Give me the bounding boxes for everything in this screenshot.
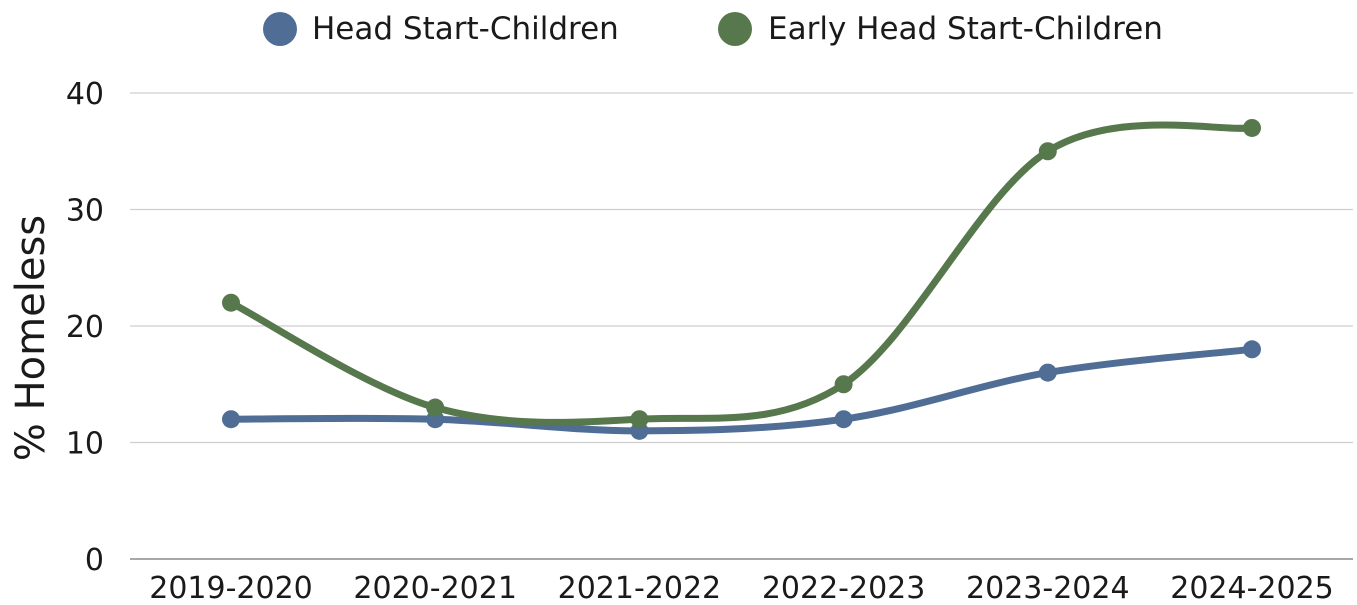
- gridlines: [130, 92, 1353, 560]
- legend-label: Head Start-Children: [312, 11, 619, 47]
- data-point: [1038, 142, 1057, 161]
- x-axis: 2019-2020 2020-2021 2021-2022 2022-2023 2023…: [149, 571, 1334, 605]
- data-point: [834, 375, 853, 394]
- data-point: [222, 293, 240, 312]
- y-tick-label: 30: [66, 194, 104, 229]
- data-point: [1243, 340, 1261, 359]
- y-axis-title: % Homeless: [8, 215, 54, 461]
- series-early-head-start-children: [222, 118, 1261, 429]
- legend: Head Start-Children Early Head Start-Chil…: [263, 11, 1163, 47]
- data-point: [630, 410, 649, 429]
- x-tick-label: 2022-2023: [762, 571, 926, 605]
- y-axis: % Homeless 0 10 20 30 40: [8, 77, 104, 578]
- data-point: [222, 410, 240, 429]
- y-tick-label: 0: [85, 543, 104, 578]
- series-lines: [222, 118, 1261, 440]
- x-tick-label: 2023-2024: [966, 571, 1130, 605]
- y-tick-label: 40: [66, 77, 104, 112]
- y-tick-label: 20: [66, 310, 104, 345]
- legend-marker: [263, 12, 297, 46]
- data-point: [426, 398, 445, 417]
- legend-marker: [718, 12, 752, 46]
- series-line: [227, 345, 1256, 435]
- y-tick-label: 10: [66, 427, 104, 462]
- x-tick-label: 2021-2022: [558, 571, 722, 605]
- series-head-start-children: [222, 340, 1261, 440]
- data-point: [834, 410, 853, 429]
- x-tick-label: 2020-2021: [353, 571, 517, 605]
- x-tick-label: 2019-2020: [149, 571, 313, 605]
- data-point: [1243, 118, 1261, 137]
- x-tick-label: 2024-2025: [1170, 571, 1334, 605]
- data-point: [1038, 363, 1057, 382]
- legend-label: Early Head Start-Children: [768, 11, 1163, 47]
- series-line: [227, 121, 1256, 426]
